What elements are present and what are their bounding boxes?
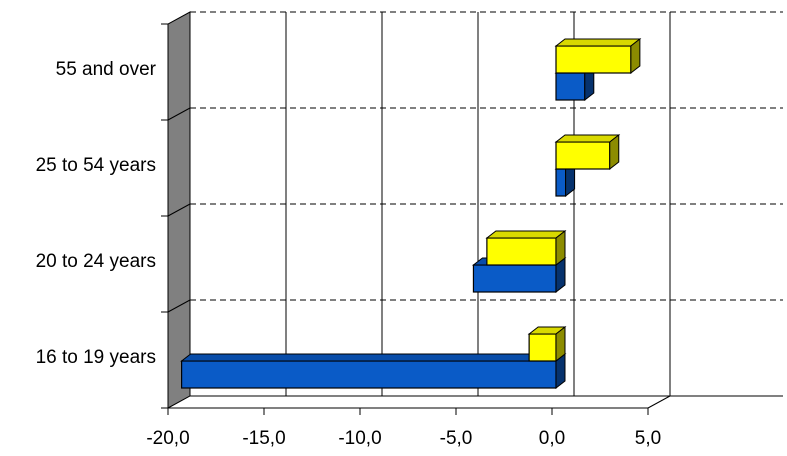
x-tick-label: -10,0 <box>338 428 381 449</box>
bar-side <box>555 325 566 363</box>
x-tick-label: 5,0 <box>635 428 661 449</box>
bar-top <box>180 353 567 362</box>
bar-top <box>485 230 567 239</box>
bar <box>486 237 557 266</box>
x-tick-label: -5,0 <box>440 428 473 449</box>
category-label: 16 to 19 years <box>36 347 156 368</box>
bar-side <box>555 229 566 267</box>
bar <box>555 141 611 170</box>
bar <box>555 168 567 197</box>
wall-category-divider <box>167 203 191 217</box>
bar <box>472 264 557 293</box>
bar-top <box>554 134 621 143</box>
bar <box>555 45 632 74</box>
bar-side <box>609 133 620 171</box>
x-tick-label: 0,0 <box>539 428 565 449</box>
bar <box>181 360 557 389</box>
category-label: 55 and over <box>56 59 157 80</box>
bar-side <box>630 37 641 75</box>
category-label: 20 to 24 years <box>36 251 156 272</box>
x-tick-label: -15,0 <box>242 428 285 449</box>
bar-top <box>554 38 642 47</box>
x-tick-label: -20,0 <box>146 428 189 449</box>
wall-category-divider <box>167 107 191 121</box>
floor-right-edge <box>647 395 671 409</box>
bar <box>528 333 557 362</box>
category-label: 25 to 54 years <box>36 155 156 176</box>
wall-category-divider <box>167 299 191 313</box>
bar <box>555 72 586 101</box>
